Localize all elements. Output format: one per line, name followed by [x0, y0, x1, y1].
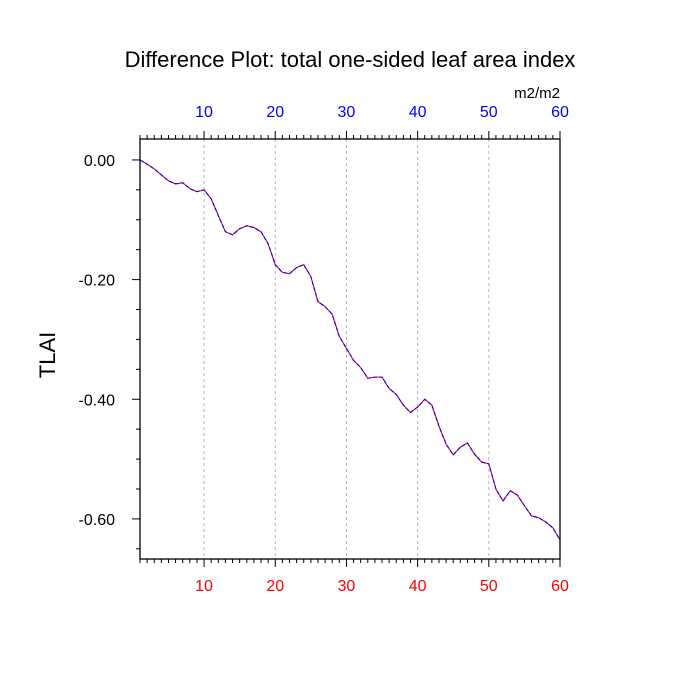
x-tick-label-bottom: 20	[266, 578, 284, 595]
series-line-red	[139, 159, 561, 541]
y-tick-label: -0.60	[79, 512, 116, 529]
x-tick-label-bottom: 30	[338, 578, 356, 595]
chart-title: Difference Plot: total one-sided leaf ar…	[125, 47, 576, 72]
x-tick-label-top: 50	[480, 104, 498, 121]
x-tick-label-bottom: 10	[195, 578, 213, 595]
x-tick-label-top: 20	[266, 104, 284, 121]
data-series	[139, 159, 561, 541]
x-tick-label-top: 30	[338, 104, 356, 121]
x-tick-label-bottom: 50	[480, 578, 498, 595]
x-tick-label-top: 40	[409, 104, 427, 121]
y-axis-label: TLAI	[35, 332, 60, 378]
axis-ticks	[132, 131, 561, 567]
plot-frame	[139, 138, 561, 560]
x-tick-label-bottom: 40	[409, 578, 427, 595]
x-tick-label-bottom: 60	[551, 578, 569, 595]
x-tick-label-top: 10	[195, 104, 213, 121]
y-tick-label: 0.00	[84, 153, 115, 170]
series-line-blue	[139, 159, 561, 541]
units-label: m2/m2	[514, 85, 560, 102]
y-tick-label: -0.40	[79, 392, 116, 409]
y-tick-label: -0.20	[79, 273, 116, 290]
tick-labels: 10 10 20 20 30 30 40 40 50 50 60 60 0.00 -0.20 -0.40 -0…	[79, 104, 569, 595]
x-tick-label-top: 60	[551, 104, 569, 121]
